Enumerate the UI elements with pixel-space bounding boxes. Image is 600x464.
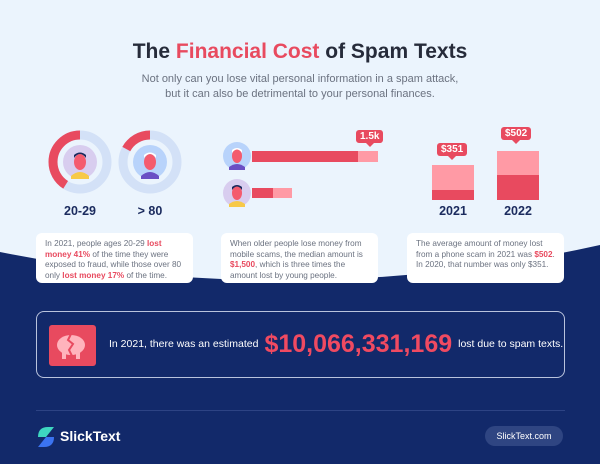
banner-text-pre: In 2021, there was an estimated <box>109 338 259 350</box>
brand-name: SlickText <box>60 428 121 444</box>
bar-young <box>252 188 273 198</box>
subtitle: Not only can you lose vital personal inf… <box>141 73 459 100</box>
broken-piggy-bank-icon <box>49 325 96 366</box>
label-2022: 2022 <box>504 204 532 218</box>
label-20-29: 20-29 <box>64 204 96 218</box>
donut-value-over-80 <box>118 130 182 194</box>
stat-card-median: When older people lose money from mobile… <box>221 233 378 283</box>
column-2021-dark <box>432 190 474 200</box>
banner-text-post: lost due to spam texts. <box>458 338 564 350</box>
website-link[interactable]: SlickText.com <box>485 426 563 446</box>
divider <box>36 410 565 411</box>
avatar-old <box>223 142 251 170</box>
label-over-80: > 80 <box>137 204 163 218</box>
median-loss-bars <box>223 142 378 207</box>
donut-charts <box>48 130 182 194</box>
total-loss-banner: In 2021, there was an estimated $10,066,… <box>36 311 565 378</box>
data-label-351: $351 <box>437 143 468 160</box>
data-label-1-5k: 1.5k <box>356 130 384 147</box>
label-2021: 2021 <box>439 204 467 218</box>
stat-card-average: The average amount of money lost from a … <box>407 233 564 283</box>
slicktext-logo-icon <box>38 427 54 447</box>
donut-value-20-29 <box>48 130 112 194</box>
page-title: The Financial Cost of Spam Texts <box>132 40 468 63</box>
avatar-young <box>223 179 251 207</box>
data-label-502: $502 <box>501 127 532 144</box>
average-loss-columns <box>432 151 539 200</box>
stat-card-age: In 2021, people ages 20-29 lost money 41… <box>36 233 193 283</box>
banner-amount: $10,066,331,169 <box>264 329 453 358</box>
column-2022-dark <box>497 175 539 200</box>
bar-older <box>252 151 358 162</box>
